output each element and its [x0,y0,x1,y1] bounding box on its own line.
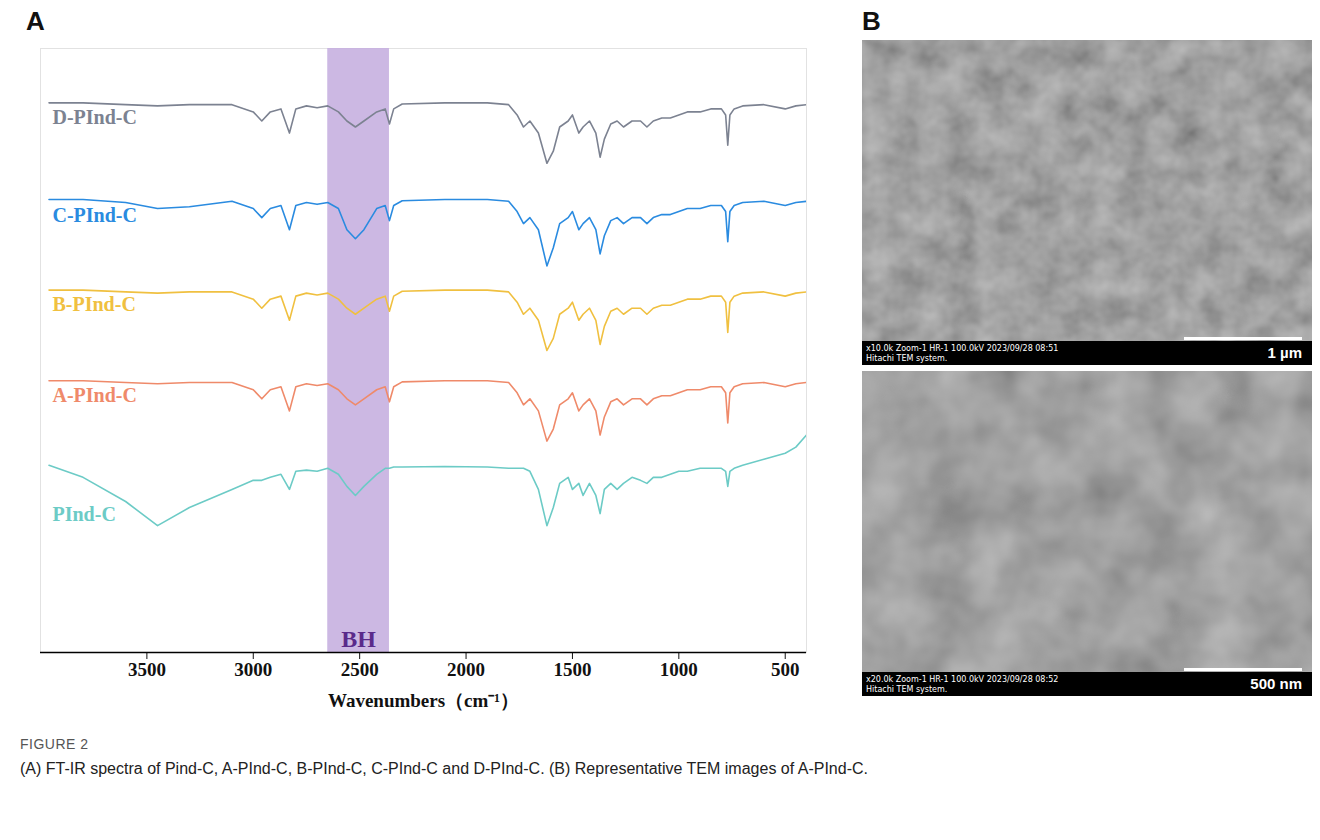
svg-text:3000: 3000 [234,659,272,680]
svg-text:500: 500 [771,659,800,680]
svg-text:D-PInd-C: D-PInd-C [53,106,137,128]
svg-text:1000: 1000 [660,659,698,680]
html-text:FIGURE 2: FIGURE 2 [20,736,89,752]
svg-text:A-PInd-C: A-PInd-C [53,384,137,406]
svg-text:Wavenumbers（cm⁻¹）: Wavenumbers（cm⁻¹） [328,690,519,711]
svg-text:500 nm: 500 nm [1250,675,1302,692]
svg-text:2500: 2500 [341,659,379,680]
svg-text:x10.0k Zoom-1 HR-1 100.0kV 202: x10.0k Zoom-1 HR-1 100.0kV 2023/09/28 08… [866,344,1058,353]
svg-text:1 µm: 1 µm [1268,344,1303,361]
svg-text:x20.0k Zoom-1 HR-1 100.0kV 202: x20.0k Zoom-1 HR-1 100.0kV 2023/09/28 08… [866,675,1058,684]
html-text:(A) FT-IR spectra of Pind-C, A: (A) FT-IR spectra of Pind-C, A-PInd-C, B… [20,760,868,777]
svg-text:Hitachi TEM system.: Hitachi TEM system. [866,354,947,363]
svg-text:C-PInd-C: C-PInd-C [53,204,137,226]
svg-text:PInd-C: PInd-C [53,503,116,525]
svg-text:3500: 3500 [128,659,166,680]
svg-text:B-PInd-C: B-PInd-C [53,293,136,315]
svg-text:2000: 2000 [447,659,485,680]
html-text:A: A [26,6,45,36]
svg-text:Hitachi TEM system.: Hitachi TEM system. [866,685,947,694]
html-text:B: B [862,6,881,36]
svg-text:BH: BH [341,626,376,652]
svg-text:1500: 1500 [553,659,591,680]
